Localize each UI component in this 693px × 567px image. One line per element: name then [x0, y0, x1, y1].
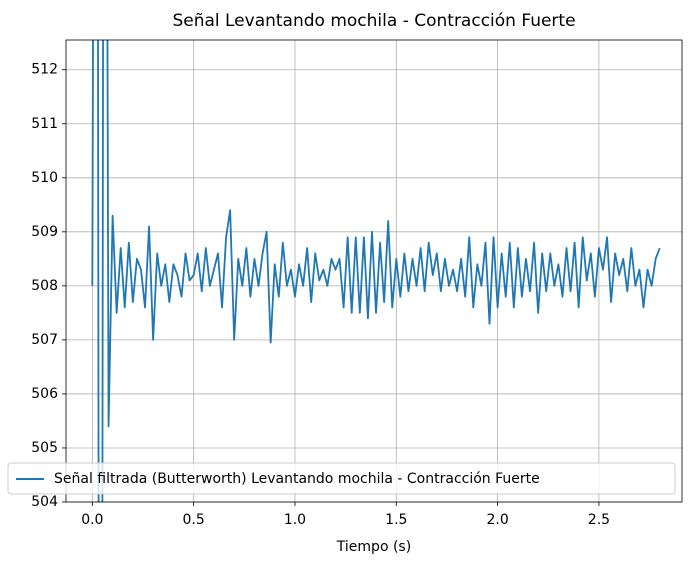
x-tick-label: 2.5	[588, 512, 610, 528]
y-tick-label: 511	[31, 116, 58, 132]
legend: Señal filtrada (Butterworth) Levantando …	[7, 462, 676, 495]
chart-title: Señal Levantando mochila - Contracción F…	[172, 11, 575, 31]
y-tick-label: 506	[31, 386, 58, 402]
y-tick-label: 509	[31, 224, 58, 240]
y-tick-label: 507	[31, 332, 58, 348]
data-line	[91, 40, 661, 502]
x-axis-label: Tiempo (s)	[336, 539, 411, 555]
y-tick-label: 512	[31, 62, 58, 78]
legend-label: Señal filtrada (Butterworth) Levantando …	[54, 471, 540, 487]
plot-area	[91, 40, 661, 502]
x-tick-label: 0.5	[183, 512, 205, 528]
legend-frame	[7, 462, 676, 495]
x-tick-label: 1.0	[284, 512, 306, 528]
y-tick-label: 510	[31, 170, 58, 186]
y-tick-label: 504	[31, 494, 58, 510]
x-tick-label: 0.0	[81, 512, 103, 528]
y-tick-label: 508	[31, 278, 58, 294]
x-tick-label: 1.5	[385, 512, 407, 528]
y-tick-label: 505	[31, 440, 58, 456]
x-tick-label: 2.0	[486, 512, 508, 528]
axes-frame	[65, 39, 683, 503]
ticks: 0.0 0.5 1.0 1.5 2.0 2.5 504 505 506 507 508 509 510 5…	[31, 62, 610, 528]
